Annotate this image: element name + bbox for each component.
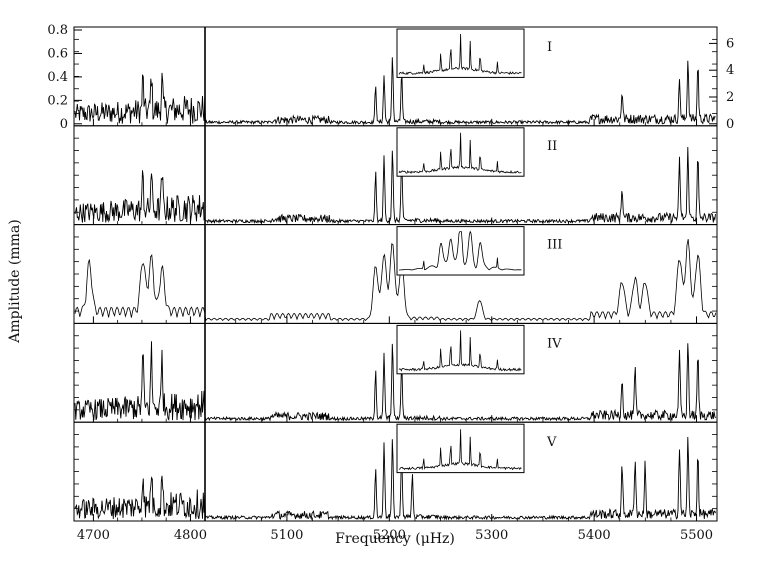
x-tick-label: 4700: [77, 528, 110, 543]
panel-1: I: [73, 26, 718, 127]
spectrum-trace: [74, 341, 716, 422]
spectrum-trace: [74, 239, 717, 322]
panel-label: II: [547, 139, 557, 154]
x-tick-label: 5200: [373, 528, 406, 543]
y-axis-label: Amplitude (mma): [7, 219, 23, 343]
inset-window-box: [396, 226, 525, 276]
x-tick-label: 5300: [475, 528, 508, 543]
x-axis-label: Frequency (μHz): [335, 531, 455, 547]
panel-label: III: [547, 238, 562, 253]
panel-4: IV: [73, 322, 718, 423]
x-tick-label: 5100: [270, 528, 303, 543]
left-y-tick-label: 0.4: [47, 70, 68, 85]
panel-label: I: [547, 40, 552, 55]
inset-window-trace: [399, 230, 522, 271]
x-tick-label: 5400: [578, 528, 611, 543]
right-y-tick-label: 6: [726, 36, 734, 51]
right-y-tick-label: 4: [726, 63, 734, 78]
x-tick-label: 5500: [680, 528, 713, 543]
inset-window-trace: [398, 132, 522, 174]
left-y-axis-ticks: 0.8 0.6 0.4 0.2 0: [47, 23, 82, 132]
panel-label: V: [546, 435, 557, 450]
left-y-tick-label: 0.8: [47, 23, 68, 38]
left-y-tick-label: 0.6: [47, 46, 68, 61]
inset-window-trace: [398, 330, 522, 372]
right-y-tick-label: 0: [726, 117, 734, 132]
inset-window-trace: [398, 33, 522, 75]
panel-5: V: [73, 421, 718, 522]
panel-3: III: [73, 224, 718, 324]
spectrum-trace: [74, 436, 716, 521]
panel-frame: [73, 26, 718, 127]
left-y-tick-label: 0.2: [47, 93, 68, 108]
right-y-axis-ticks: 6 4 2 0: [709, 36, 734, 132]
panel-label: IV: [547, 336, 562, 351]
panel-frame: [73, 224, 718, 324]
x-axis-ticks: 4700 4800 5100 5200 5300 5400 5500: [77, 118, 713, 543]
spectrum-trace: [74, 146, 716, 225]
right-y-tick-label: 2: [726, 90, 734, 105]
x-tick-label: 4800: [174, 528, 207, 543]
spectrum-trace: [74, 57, 716, 126]
panel-2: II: [73, 125, 718, 226]
inset-window-trace: [398, 429, 522, 471]
left-y-tick-label: 0: [60, 117, 68, 132]
